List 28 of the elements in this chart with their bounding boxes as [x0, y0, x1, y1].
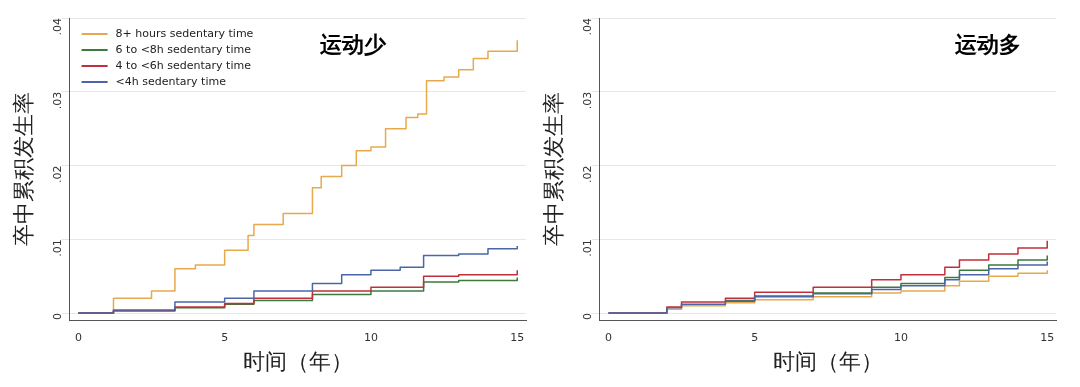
- x-tick-label: 15: [1040, 330, 1055, 344]
- y-tick-label: .04: [581, 18, 595, 36]
- annotation: 运动多: [953, 31, 1021, 57]
- y-axis-title: 卒中累积发生率: [540, 92, 566, 247]
- x-tick-label: 10: [363, 330, 378, 344]
- legend-label: 8+ hours sedentary time: [115, 26, 254, 40]
- x-tick-label: 0: [604, 330, 612, 344]
- x-tick-label: 5: [221, 330, 229, 344]
- annotation: 运动少: [318, 31, 387, 57]
- y-tick-label: 0: [51, 313, 65, 321]
- x-tick-label: 15: [510, 330, 525, 344]
- y-tick-label: .02: [581, 165, 595, 184]
- y-tick-label: .03: [51, 91, 65, 110]
- legend-label: <4h sedentary time: [115, 74, 227, 88]
- legend-label: 4 to <6h sedentary time: [115, 58, 252, 72]
- legend-label: 6 to <8h sedentary time: [115, 42, 252, 56]
- y-tick-label: .04: [51, 18, 65, 36]
- x-tick-label: 10: [893, 330, 908, 344]
- y-tick-label: .03: [581, 91, 595, 110]
- y-tick-label: 0: [581, 313, 595, 321]
- x-tick-label: 5: [751, 330, 759, 344]
- x-axis-title: 时间（年）: [772, 348, 883, 374]
- y-tick-label: .01: [51, 239, 65, 257]
- x-axis-title: 时间（年）: [242, 348, 353, 374]
- y-tick-label: .01: [581, 239, 595, 257]
- y-tick-label: .02: [51, 165, 65, 184]
- y-axis-title: 卒中累积发生率: [10, 92, 36, 247]
- x-tick-label: 0: [74, 330, 82, 344]
